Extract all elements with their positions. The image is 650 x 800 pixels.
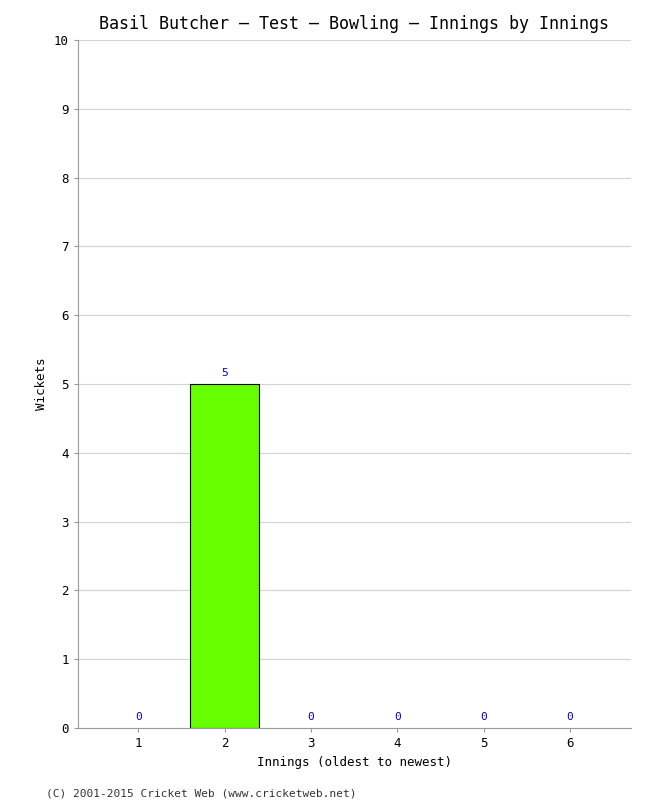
Bar: [190, 384, 259, 728]
Text: 0: 0: [394, 713, 401, 722]
Text: 0: 0: [135, 713, 142, 722]
X-axis label: Innings (oldest to newest): Innings (oldest to newest): [257, 755, 452, 769]
Text: 0: 0: [307, 713, 315, 722]
Text: 0: 0: [480, 713, 487, 722]
Title: Basil Butcher – Test – Bowling – Innings by Innings: Basil Butcher – Test – Bowling – Innings…: [99, 15, 609, 33]
Text: 5: 5: [222, 369, 228, 378]
Text: (C) 2001-2015 Cricket Web (www.cricketweb.net): (C) 2001-2015 Cricket Web (www.cricketwe…: [46, 788, 356, 798]
Text: 0: 0: [567, 713, 573, 722]
Y-axis label: Wickets: Wickets: [35, 358, 48, 410]
